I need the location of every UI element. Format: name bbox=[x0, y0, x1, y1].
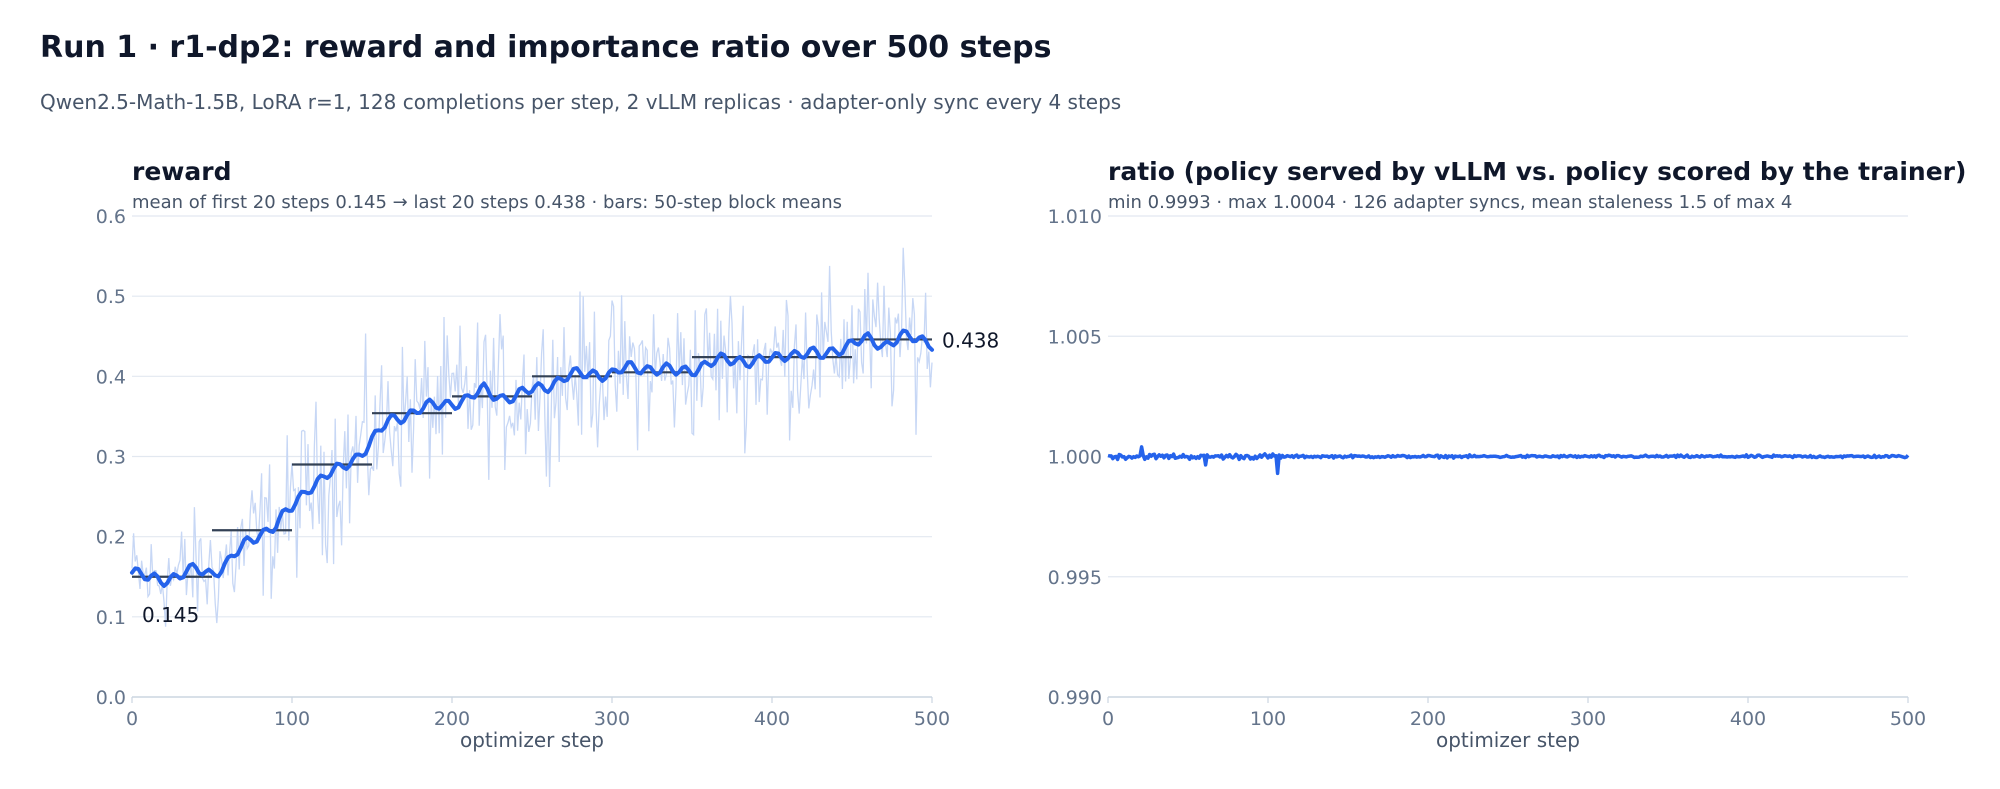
ratio-y-tick-label: 1.005 bbox=[1048, 326, 1102, 348]
reward-y-tick-label: 0.1 bbox=[96, 607, 126, 629]
ratio-y-tick-label: 0.990 bbox=[1048, 687, 1102, 709]
reward-x-tick-label: 400 bbox=[754, 708, 790, 730]
ratio-x-tick-label: 500 bbox=[1890, 708, 1926, 730]
reward-x-tick-label: 500 bbox=[914, 708, 950, 730]
ratio-x-tick-label: 0 bbox=[1102, 708, 1114, 730]
reward-y-tick-label: 0.2 bbox=[96, 527, 126, 549]
ratio-y-tick-label: 1.000 bbox=[1048, 447, 1102, 469]
ratio-chart: ratio (policy served by vLLM vs. policy … bbox=[1048, 157, 1967, 752]
reward-x-tick-labels: 0 100 200 300 400 500 bbox=[126, 697, 950, 730]
reward-x-tick-label: 100 bbox=[274, 708, 310, 730]
ratio-y-tick-labels: 0.990 0.995 1.000 1.005 1.010 bbox=[1048, 206, 1102, 709]
reward-x-tick-label: 300 bbox=[594, 708, 630, 730]
reward-chart-subtitle: mean of first 20 steps 0.145 → last 20 s… bbox=[132, 192, 842, 213]
reward-chart: reward mean of first 20 steps 0.145 → la… bbox=[96, 157, 999, 752]
reward-y-tick-label: 0.4 bbox=[96, 366, 126, 388]
reward-start-value-label: 0.145 bbox=[142, 603, 199, 627]
ratio-y-tick-label: 0.995 bbox=[1048, 567, 1102, 589]
reward-x-tick-label: 0 bbox=[126, 708, 138, 730]
reward-end-value-label: 0.438 bbox=[942, 328, 999, 352]
ratio-chart-title: ratio (policy served by vLLM vs. policy … bbox=[1108, 157, 1966, 186]
reward-x-axis-label: optimizer step bbox=[460, 728, 604, 752]
reward-y-tick-label: 0.0 bbox=[96, 687, 126, 709]
ratio-y-tick-label: 1.010 bbox=[1048, 206, 1102, 228]
reward-annotations: 0.145 0.438 bbox=[142, 328, 999, 627]
reward-gridlines bbox=[132, 215, 932, 698]
reward-x-tick-label: 200 bbox=[434, 708, 470, 730]
figure-subtitle: Qwen2.5-Math-1.5B, LoRA r=1, 128 complet… bbox=[40, 90, 1122, 114]
ratio-x-tick-label: 400 bbox=[1730, 708, 1766, 730]
ratio-x-tick-label: 300 bbox=[1570, 708, 1606, 730]
ratio-x-tick-label: 100 bbox=[1250, 708, 1286, 730]
reward-chart-title: reward bbox=[132, 157, 231, 186]
ratio-x-tick-labels: 0 100 200 300 400 500 bbox=[1102, 697, 1926, 730]
reward-raw-series-line bbox=[131, 247, 933, 627]
reward-smoothed-series-line bbox=[130, 328, 934, 588]
reward-y-tick-label: 0.6 bbox=[96, 206, 126, 228]
ratio-chart-subtitle: min 0.9993 · max 1.0004 · 126 adapter sy… bbox=[1108, 192, 1792, 213]
ratio-x-tick-label: 200 bbox=[1410, 708, 1446, 730]
ratio-x-axis-label: optimizer step bbox=[1436, 728, 1580, 752]
ratio-series-line bbox=[1107, 445, 1910, 476]
reward-y-tick-label: 0.5 bbox=[96, 286, 126, 308]
reward-y-tick-label: 0.3 bbox=[96, 447, 126, 469]
figure-title: Run 1 · r1-dp2: reward and importance ra… bbox=[40, 30, 1052, 65]
reward-y-tick-labels: 0.0 0.1 0.2 0.3 0.4 0.5 0.6 bbox=[96, 206, 126, 709]
